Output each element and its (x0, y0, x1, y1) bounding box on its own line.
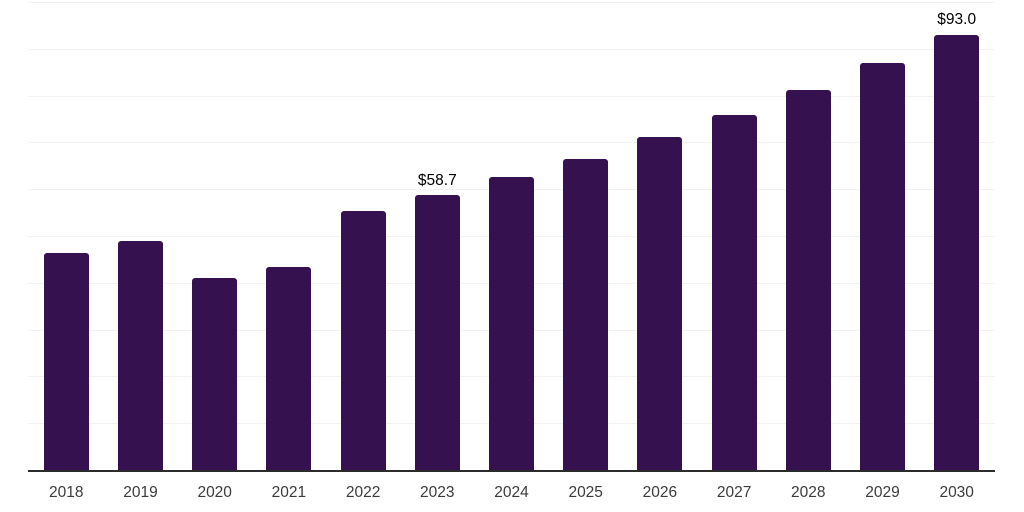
bar-2027 (711, 115, 757, 470)
x-axis-line (28, 470, 995, 472)
bar-2019 (118, 241, 163, 470)
bar-2020 (192, 278, 238, 470)
bar-2029 (860, 62, 905, 470)
x-axis-label-2026: 2026 (642, 484, 678, 501)
bar-value-label-2023: $58.7 (417, 171, 457, 189)
bar-2021 (266, 266, 312, 470)
bar-2030 (934, 34, 980, 470)
x-axis-label-2030: 2030 (939, 484, 974, 501)
x-axis-label-2029: 2029 (865, 484, 900, 501)
x-axis-label-2021: 2021 (271, 484, 307, 501)
x-axis-label-2018: 2018 (49, 484, 84, 501)
bar-2028 (785, 89, 831, 470)
bar-value-label-2030: $93.0 (937, 11, 977, 29)
x-axis-label-2020: 2020 (197, 484, 232, 501)
bar-2023 (414, 195, 460, 470)
bar-2022 (340, 210, 386, 470)
x-axis-label-2024: 2024 (494, 484, 529, 501)
bar-2026 (637, 137, 683, 470)
bar-2018 (43, 253, 89, 470)
bar-2024 (489, 176, 534, 470)
x-axis-label-2028: 2028 (791, 484, 826, 501)
gridline (28, 95, 995, 97)
x-axis-label-2023: 2023 (420, 484, 455, 501)
x-axis-label-2022: 2022 (345, 484, 381, 501)
bar-2025 (563, 158, 609, 470)
gridline (28, 48, 995, 50)
x-axis-label-2025: 2025 (568, 484, 603, 501)
x-axis-label-2019: 2019 (123, 484, 158, 501)
x-axis-label-2027: 2027 (716, 484, 752, 501)
gridline (28, 2, 995, 3)
gridline (28, 142, 995, 144)
plot-area: $58.7 $93.0 (28, 2, 995, 470)
